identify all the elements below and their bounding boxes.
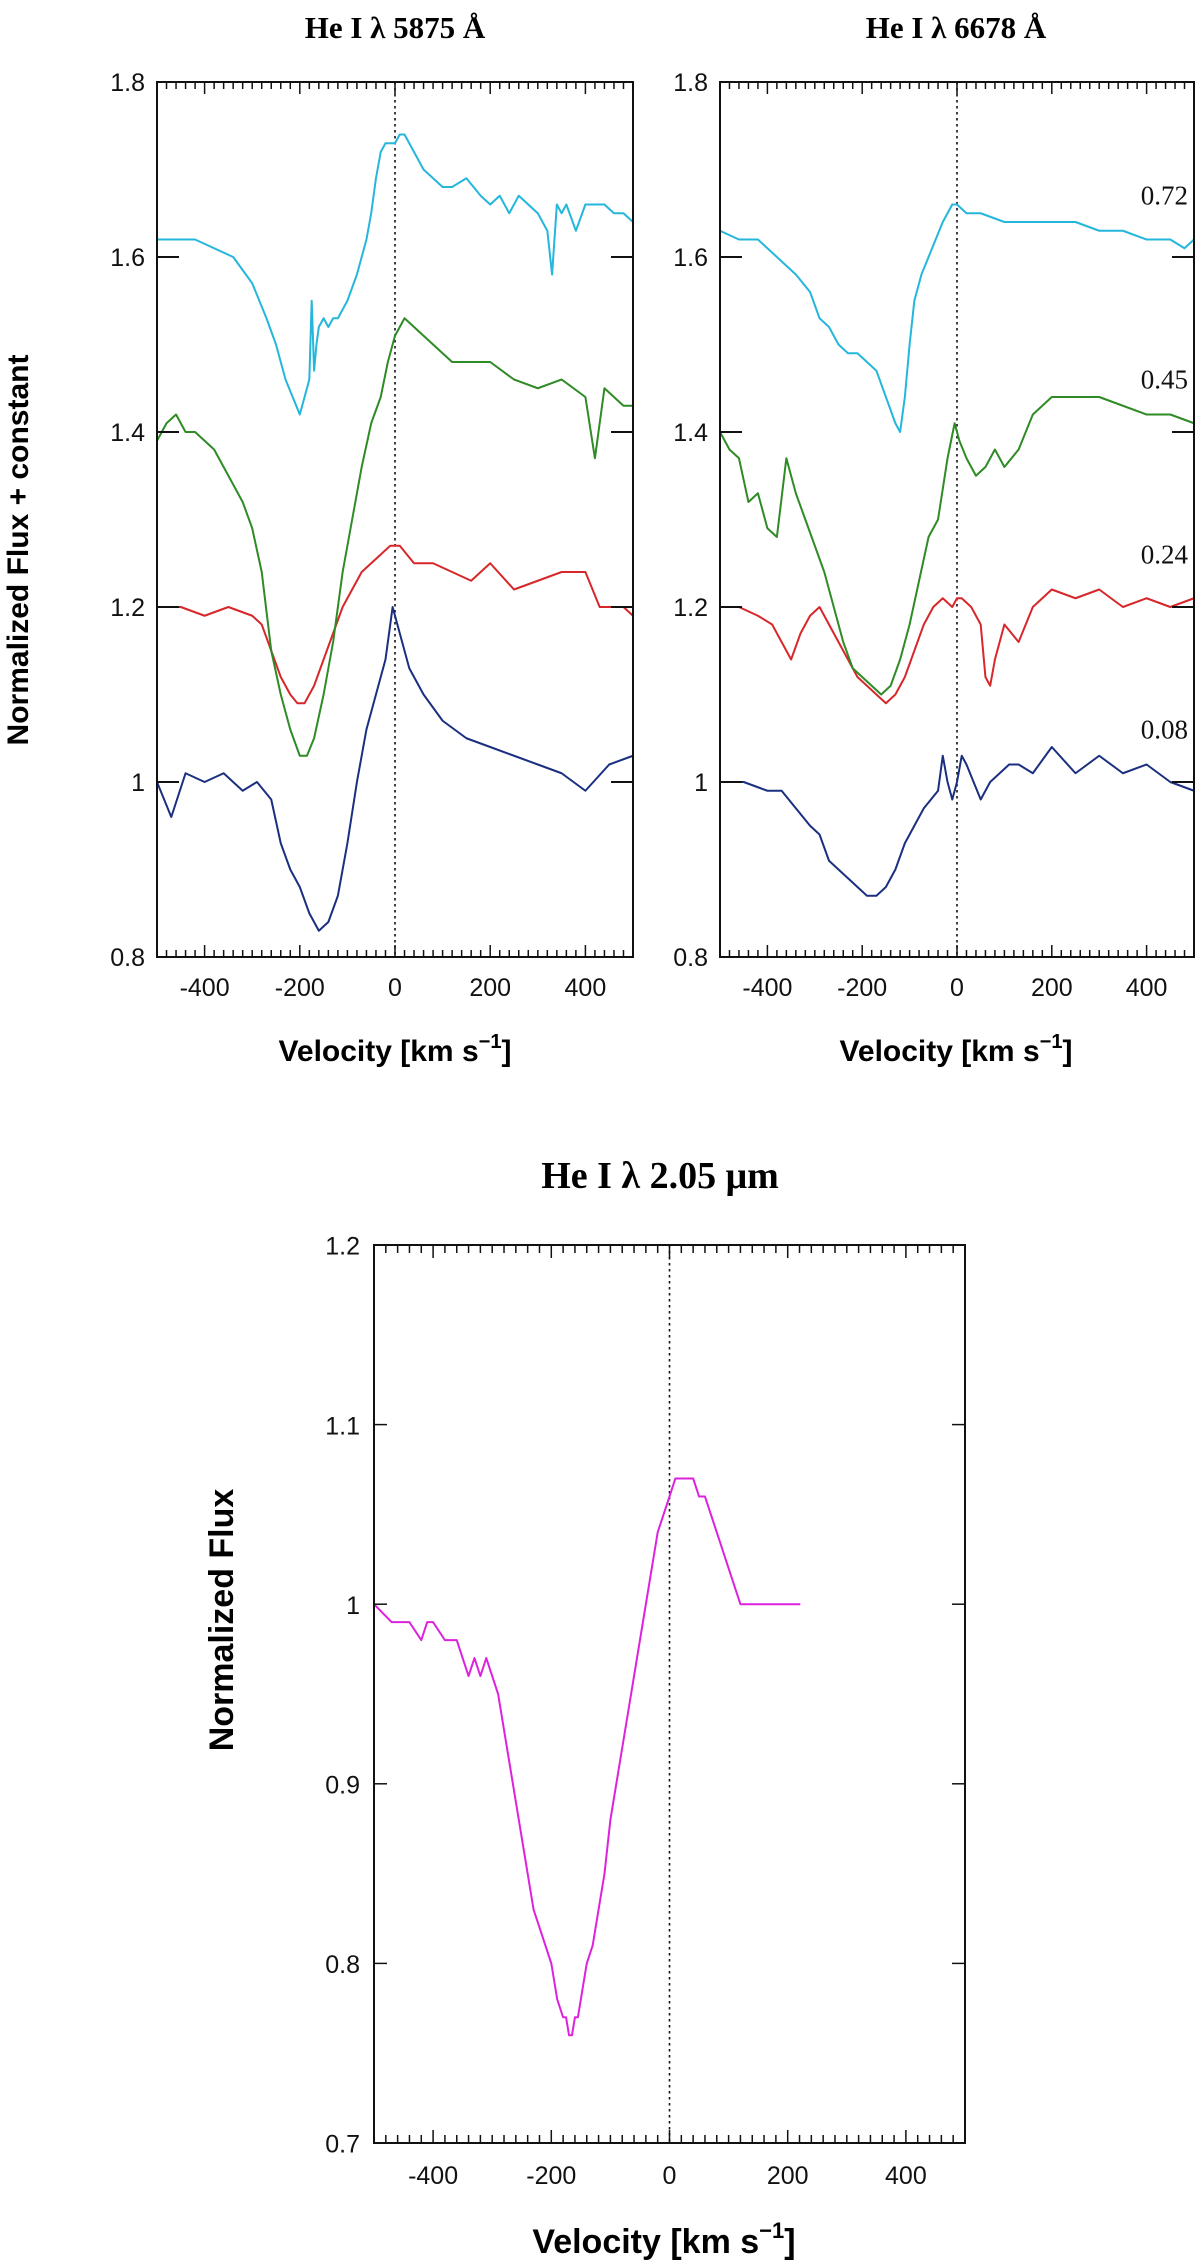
series-line-1 <box>157 606 633 932</box>
x-tick-label: 200 <box>1031 974 1073 1002</box>
series-group <box>720 203 1194 897</box>
x-axis-label-tail-he6678: ] <box>1062 1035 1072 1068</box>
x-tick-label: -200 <box>275 974 325 1002</box>
series-group <box>374 1477 801 2037</box>
plot-area-he205: -400 -200 0 200 400 0.7 0.8 0.9 1 1.1 1.2 <box>325 1233 966 2190</box>
x-axis-label-sup-he205: −1 <box>759 2218 784 2243</box>
y-tick-label: 0.8 <box>110 944 145 972</box>
series-line-2 <box>720 588 1194 705</box>
y-tick-label: 1.8 <box>110 69 145 97</box>
x-axis-label-tail-he5875: ] <box>501 1035 511 1068</box>
y-axis-label-he205: Normalized Flux <box>203 1489 241 1752</box>
series-line-3 <box>720 396 1194 696</box>
chart-panel-he205: He I λ 2.05 μm Normalized Flux -400 -200 0… <box>203 1155 966 2261</box>
y-tick-label: 1.6 <box>673 244 708 272</box>
x-axis-label-sup-he6678: −1 <box>1040 1031 1063 1053</box>
series-line-3 <box>157 317 633 757</box>
y-tick-label: 1.2 <box>110 594 145 622</box>
x-axis-label-he205: Velocity [km s−1] <box>532 2218 795 2261</box>
x-axis-label-text-he205: Velocity [km s <box>532 2223 759 2261</box>
series-line-4 <box>720 203 1194 433</box>
x-tick-label: -400 <box>180 974 230 1002</box>
x-tick-label: 0 <box>388 974 402 1002</box>
chart-title-he5875: He I λ 5875 Å <box>305 10 486 45</box>
plot-area-he6678: -400 -200 0 200 400 0.8 1 1.2 1.4 1.6 1.8 0.72 0.45 0… <box>673 69 1195 1002</box>
x-tick-label: 200 <box>469 974 511 1002</box>
x-axis-label-text-he5875: Velocity [km s <box>279 1035 479 1068</box>
series-line-4 <box>157 133 633 416</box>
y-tick-label: 0.7 <box>325 2131 360 2159</box>
y-tick-label: 1 <box>131 769 145 797</box>
series-group <box>157 133 633 932</box>
phase-label-4: 0.08 <box>1141 714 1188 744</box>
x-axis-label-he6678: Velocity [km s−1] <box>840 1031 1073 1068</box>
y-tick-label: 1.1 <box>325 1412 360 1440</box>
x-tick-label: -200 <box>526 2162 576 2190</box>
chart-panel-he6678: He I λ 6678 Å -400 -200 0 200 400 0.8 1 1.2 1.4 1… <box>673 10 1195 1068</box>
x-tick-label: 0 <box>663 2162 677 2190</box>
x-tick-label: 0 <box>950 974 964 1002</box>
phase-label-3: 0.24 <box>1141 539 1189 569</box>
y-tick-label: 0.9 <box>325 1772 360 1800</box>
x-tick-label: -200 <box>837 974 887 1002</box>
x-tick-label: 400 <box>565 974 607 1002</box>
x-tick-label: -400 <box>742 974 792 1002</box>
chart-title-he205: He I λ 2.05 μm <box>541 1155 779 1197</box>
phase-label-2: 0.45 <box>1141 364 1188 394</box>
y-tick-label: 1.4 <box>110 419 145 447</box>
x-axis-label-sup-he5875: −1 <box>479 1031 502 1053</box>
y-tick-label: 1.6 <box>110 244 145 272</box>
y-tick-label: 1.4 <box>673 419 708 447</box>
x-tick-label: 400 <box>1126 974 1168 1002</box>
x-tick-label: -400 <box>408 2162 458 2190</box>
x-axis-label-tail-he205: ] <box>784 2223 795 2261</box>
top-y-axis-label: Normalized Flux + constant <box>2 355 35 746</box>
x-axis-label-text-he6678: Velocity [km s <box>840 1035 1040 1068</box>
plot-area-he5875: -400 -200 0 200 400 0.8 1 1.2 1.4 1.6 1.8 <box>110 69 634 1002</box>
y-tick-label: 1 <box>346 1592 360 1620</box>
x-axis-label-he5875: Velocity [km s−1] <box>279 1031 512 1068</box>
y-tick-label: 1.2 <box>325 1233 360 1261</box>
series-line-1 <box>374 1477 801 2037</box>
x-tick-label: 400 <box>885 2162 927 2190</box>
phase-label-1: 0.72 <box>1141 181 1188 211</box>
series-line-2 <box>157 544 633 705</box>
y-tick-label: 1 <box>694 769 708 797</box>
chart-title-he6678: He I λ 6678 Å <box>866 10 1047 45</box>
y-tick-label: 1.2 <box>673 594 708 622</box>
x-tick-label: 200 <box>767 2162 809 2190</box>
y-tick-label: 0.8 <box>673 944 708 972</box>
y-tick-label: 0.8 <box>325 1951 360 1979</box>
chart-panel-he5875: He I λ 5875 Å -400 -200 0 200 400 0.8 1 1.2 1.4 1… <box>110 10 634 1068</box>
series-line-1 <box>720 746 1194 897</box>
y-tick-label: 1.8 <box>673 69 708 97</box>
